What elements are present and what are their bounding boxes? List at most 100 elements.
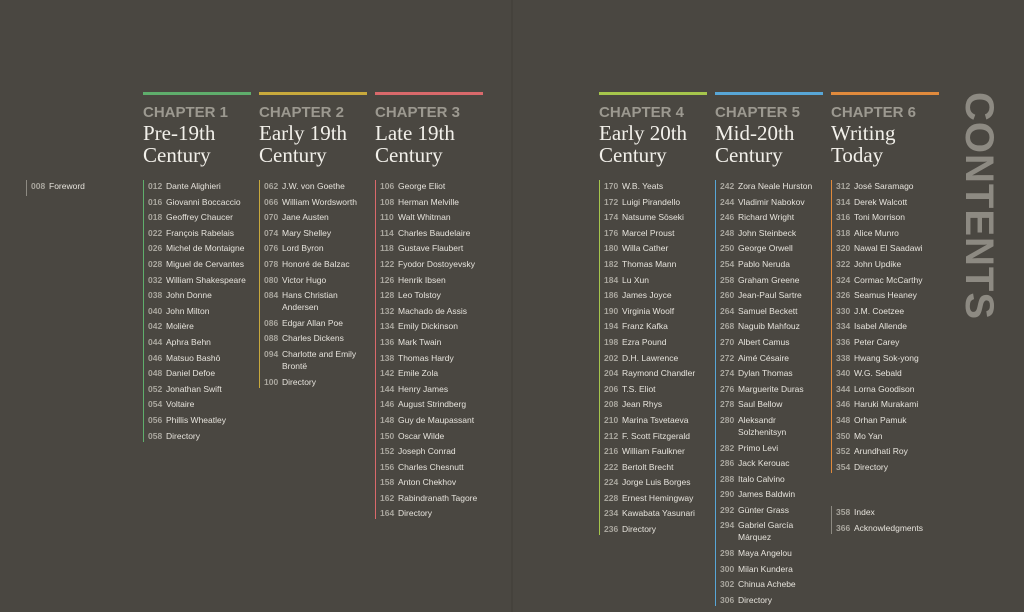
page-number: 348 bbox=[836, 414, 851, 425]
entry: 306 Directory bbox=[720, 594, 824, 606]
entry: 302 Chinua Achebe bbox=[720, 578, 824, 590]
entry: 066 William Wordsworth bbox=[264, 196, 368, 208]
entry: 180 Willa Cather bbox=[604, 242, 708, 254]
entry-name: Jean Rhys bbox=[622, 399, 663, 410]
entry-name: John Steinbeck bbox=[738, 227, 797, 238]
page-number: 234 bbox=[604, 508, 619, 519]
entry-name: Emily Dickinson bbox=[398, 321, 458, 332]
entry-name: Richard Wright bbox=[738, 212, 795, 223]
entry: 114 Charles Baudelaire bbox=[380, 227, 484, 239]
entry-name: Marina Tsvetaeva bbox=[622, 414, 689, 425]
entry: 058 Directory bbox=[148, 430, 252, 442]
page-number: 016 bbox=[148, 196, 163, 207]
entry: 176 Marcel Proust bbox=[604, 227, 708, 239]
entry: 142 Emile Zola bbox=[380, 367, 484, 379]
page-number: 146 bbox=[380, 399, 395, 410]
page-number: 302 bbox=[720, 579, 735, 590]
chapter-title: Early 20th Century bbox=[599, 122, 707, 166]
entry-name: Aleksandr Solzhenitsyn bbox=[738, 414, 787, 437]
entry-name: Michel de Montaigne bbox=[166, 243, 245, 254]
entry: 158 Anton Chekhov bbox=[380, 476, 484, 488]
entry-name: Rabindranath Tagore bbox=[398, 492, 478, 503]
entry-name: Fyodor Dostoyevsky bbox=[398, 258, 475, 269]
chapter-rule bbox=[259, 92, 367, 95]
page-number: 138 bbox=[380, 352, 395, 363]
entry-name: William Wordsworth bbox=[282, 196, 357, 207]
entry: 276 Marguerite Duras bbox=[720, 383, 824, 395]
page-number: 164 bbox=[380, 508, 395, 519]
entry-name: T.S. Eliot bbox=[622, 383, 656, 394]
entry: 280 Aleksandr Solzhenitsyn bbox=[720, 414, 824, 438]
entry: 038 John Donne bbox=[148, 289, 252, 301]
chapter-header: CHAPTER 4 Early 20th Century bbox=[599, 92, 707, 166]
chapter-rule bbox=[715, 92, 823, 95]
entry-name: Willa Cather bbox=[622, 243, 669, 254]
chapter-label: CHAPTER 3 bbox=[375, 104, 461, 121]
entry-name: Foreword bbox=[49, 181, 85, 191]
entry-name: Nawal El Saadawi bbox=[854, 243, 923, 254]
entry-name: Emile Zola bbox=[398, 368, 439, 379]
entry-name: John Updike bbox=[854, 258, 902, 269]
entry: 222 Bertolt Brecht bbox=[604, 461, 708, 473]
entry-name: Raymond Chandler bbox=[622, 368, 696, 379]
page-number: 152 bbox=[380, 446, 395, 457]
entry-name: Lu Xun bbox=[622, 274, 649, 285]
page-number: 334 bbox=[836, 321, 851, 332]
entry-name: Directory bbox=[738, 594, 773, 605]
page-number: 282 bbox=[720, 442, 735, 453]
page-number: 294 bbox=[720, 520, 735, 531]
entry-name: Directory bbox=[622, 524, 657, 535]
entry: 228 Ernest Hemingway bbox=[604, 492, 708, 504]
entry-name: W.B. Yeats bbox=[622, 181, 664, 191]
entry-name: Seamus Heaney bbox=[854, 290, 917, 301]
entry-name: Albert Camus bbox=[738, 336, 790, 347]
page-number: 158 bbox=[380, 477, 395, 488]
page-number: 258 bbox=[720, 274, 735, 285]
entry: 048 Daniel Defoe bbox=[148, 367, 252, 379]
entry: 258 Graham Greene bbox=[720, 274, 824, 286]
entry-name: Giovanni Boccaccio bbox=[166, 196, 241, 207]
chapter-title: Mid-20th Century bbox=[715, 122, 823, 166]
entry-list: 242 Zora Neale Hurston 244 Vladimir Nabokov… bbox=[715, 180, 824, 606]
entry: 318 Alice Munro bbox=[836, 227, 940, 239]
title-line: Century bbox=[259, 143, 327, 167]
entry-name: Mark Twain bbox=[398, 336, 442, 347]
chapter-title: Writing Today bbox=[831, 122, 939, 166]
entry: 046 Matsuo Bashō bbox=[148, 352, 252, 364]
entry: 126 Henrik Ibsen bbox=[380, 274, 484, 286]
entry: 172 Luigi Pirandello bbox=[604, 196, 708, 208]
title-line: Century bbox=[599, 143, 667, 167]
page-number: 114 bbox=[380, 227, 394, 238]
entry: 204 Raymond Chandler bbox=[604, 367, 708, 379]
page-number: 346 bbox=[836, 399, 851, 410]
entry-name: Charlotte and Emily Brontë bbox=[282, 348, 357, 371]
entry: 170 W.B. Yeats bbox=[604, 180, 708, 192]
entry: 224 Jorge Luis Borges bbox=[604, 476, 708, 488]
chapter-label: CHAPTER 6 bbox=[831, 104, 917, 121]
page-number: 274 bbox=[720, 368, 735, 379]
page-number: 028 bbox=[148, 258, 163, 269]
entry-name: Orhan Pamuk bbox=[854, 414, 907, 425]
page-number: 246 bbox=[720, 212, 735, 223]
entry: 052 Jonathan Swift bbox=[148, 383, 252, 395]
chapter-header: CHAPTER 1 Pre-19th Century bbox=[143, 92, 251, 166]
chapter-header: CHAPTER 2 Early 19th Century bbox=[259, 92, 367, 166]
entry-name: Milan Kundera bbox=[738, 563, 793, 574]
entry-name: W.G. Sebald bbox=[854, 368, 902, 379]
entry-name: Lorna Goodison bbox=[854, 383, 915, 394]
page-number: 204 bbox=[604, 368, 619, 379]
page-number: 208 bbox=[604, 399, 619, 410]
entry-name: Dante Alighieri bbox=[166, 181, 221, 191]
entry: 216 William Faulkner bbox=[604, 445, 708, 457]
entry-name: Italo Calvino bbox=[738, 473, 785, 484]
entry-name: Zora Neale Hurston bbox=[738, 181, 813, 191]
entry: 136 Mark Twain bbox=[380, 336, 484, 348]
entry-name: Thomas Hardy bbox=[398, 352, 454, 363]
entry-name: Marcel Proust bbox=[622, 227, 675, 238]
entry: 282 Primo Levi bbox=[720, 442, 824, 454]
entry: 340 W.G. Sebald bbox=[836, 367, 940, 379]
entry-name: Leo Tolstoy bbox=[398, 290, 441, 301]
entry: 292 Günter Grass bbox=[720, 504, 824, 516]
page-number: 352 bbox=[836, 446, 851, 457]
entry-name: George Eliot bbox=[398, 181, 446, 191]
